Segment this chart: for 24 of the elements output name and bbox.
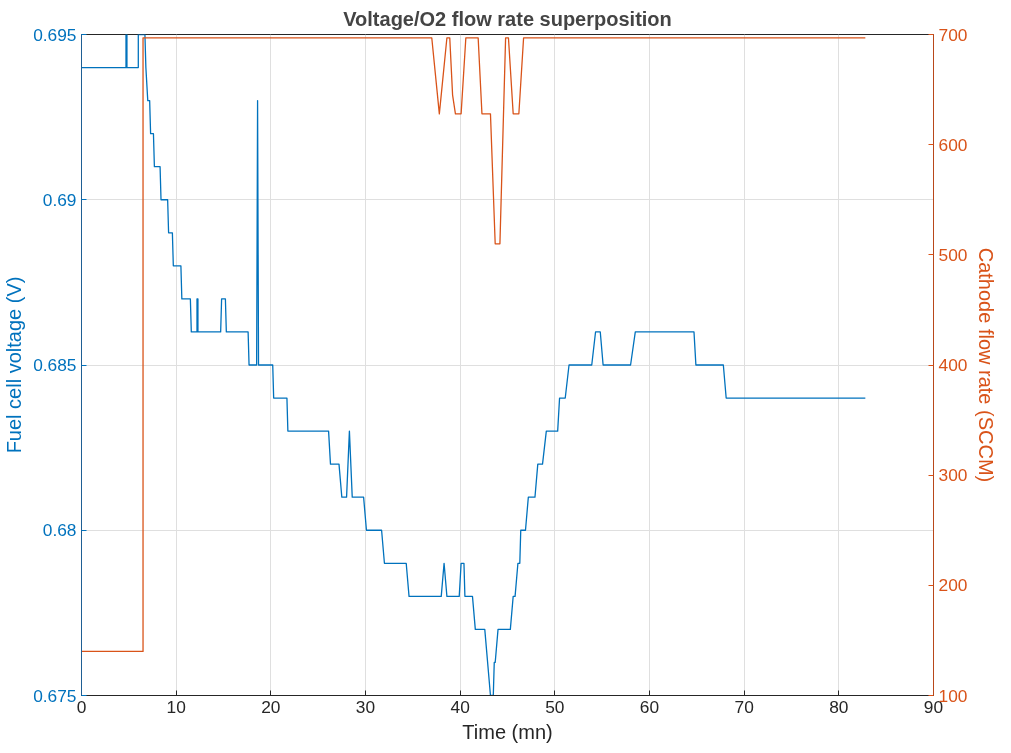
x-tick-label: 10 — [166, 696, 186, 717]
y2-tick-label: 600 — [938, 134, 968, 155]
x-tick-label: 0 — [76, 696, 87, 717]
y2-tick-label: 300 — [938, 465, 968, 486]
y-tick-label: 0.685 — [33, 355, 77, 375]
x-tick-label: 60 — [639, 696, 660, 717]
x-tick-label: 20 — [261, 696, 281, 717]
chart-title: Voltage/O2 flow rate superposition — [343, 7, 672, 30]
x-tick-label: 80 — [829, 696, 849, 717]
y-axis-title: Fuel cell voltage (V) — [3, 276, 26, 454]
y-tick-label: 0.695 — [33, 24, 77, 45]
x-tick-label: 70 — [734, 696, 754, 717]
y2-tick-label: 200 — [938, 575, 968, 596]
y2-axis-title: Cathode flow rate (SCCM) — [975, 247, 998, 483]
y-tick-label: 0.68 — [42, 520, 77, 541]
y2-tick-label: 400 — [938, 355, 968, 375]
y-tick-label: 0.675 — [33, 685, 77, 706]
y2-tick-label: 700 — [938, 24, 968, 45]
y2-tick-label: 500 — [938, 244, 968, 265]
y-tick-label: 0.69 — [42, 189, 77, 210]
x-axis-title: Time (mn) — [462, 720, 553, 743]
x-tick-label: 40 — [450, 696, 470, 717]
x-tick-label: 30 — [355, 696, 376, 717]
x-tick-label: 50 — [545, 696, 565, 717]
